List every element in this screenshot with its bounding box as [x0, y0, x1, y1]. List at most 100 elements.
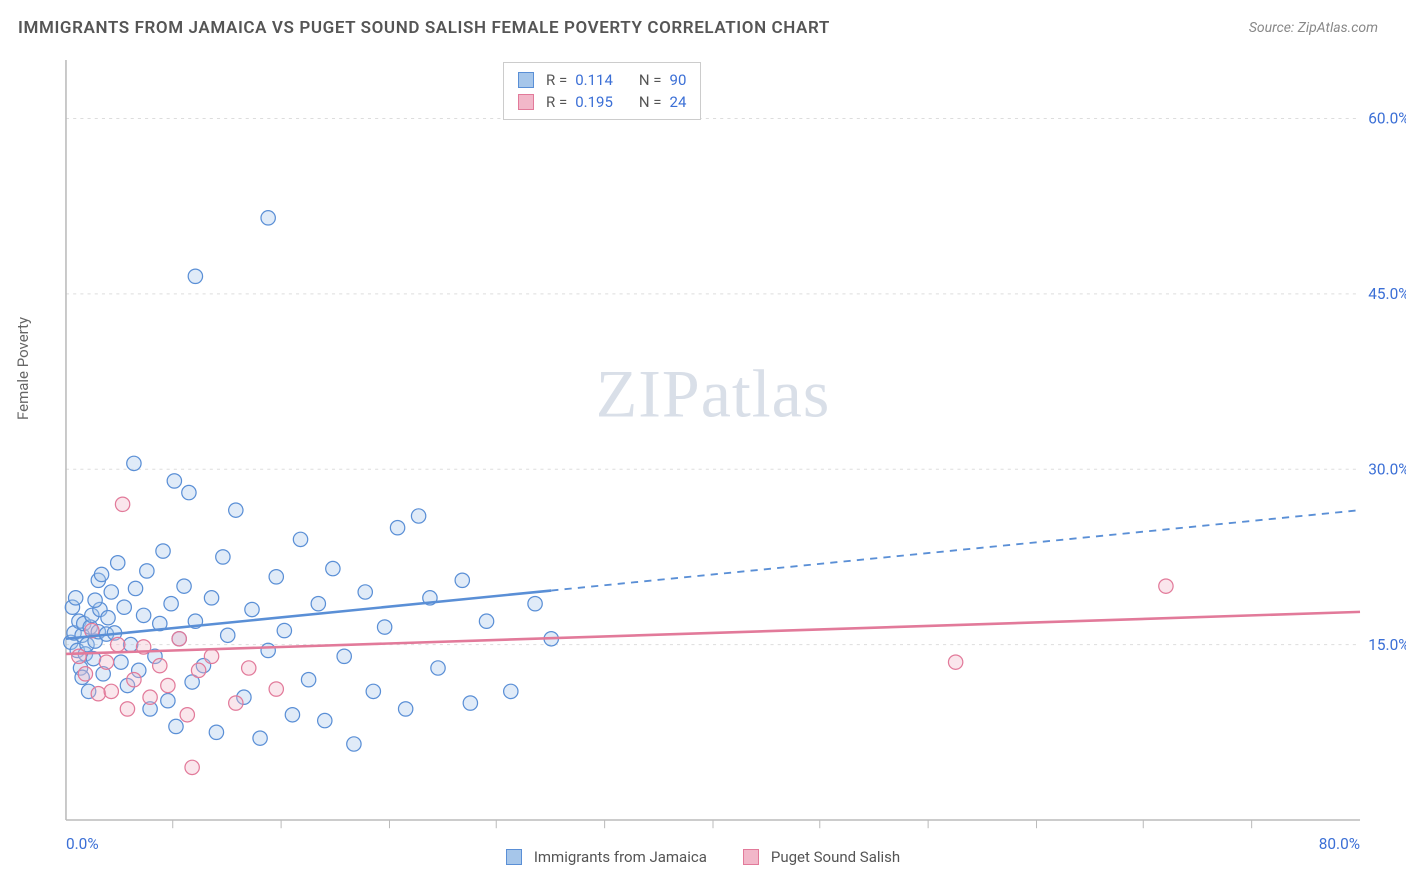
- data-point: [169, 719, 183, 733]
- legend-series: Immigrants from Jamaica Puget Sound Sali…: [0, 848, 1406, 866]
- data-point: [72, 649, 86, 663]
- data-point: [114, 655, 128, 669]
- chart-area: ZIPatlas 15.0%30.0%45.0%60.0%0.0%80.0% R…: [48, 60, 1378, 820]
- data-point: [68, 591, 82, 605]
- data-point: [188, 269, 202, 283]
- legend-item: Immigrants from Jamaica: [506, 848, 707, 866]
- data-point: [204, 591, 218, 605]
- data-point: [311, 597, 325, 611]
- data-point: [269, 570, 283, 584]
- data-point: [528, 597, 542, 611]
- data-point: [431, 661, 445, 675]
- data-point: [216, 550, 230, 564]
- y-tick-label: 30.0%: [1368, 460, 1406, 478]
- data-point: [1159, 579, 1173, 593]
- n-label: N =: [639, 69, 662, 91]
- data-point: [117, 600, 131, 614]
- data-point: [337, 649, 351, 663]
- chart-title: IMMIGRANTS FROM JAMAICA VS PUGET SOUND S…: [18, 18, 830, 38]
- n-value: 90: [670, 69, 687, 91]
- data-point: [88, 593, 102, 607]
- data-point: [398, 702, 412, 716]
- data-point: [177, 579, 191, 593]
- r-value: 0.114: [575, 69, 613, 91]
- data-point: [99, 655, 113, 669]
- legend-swatch: [743, 849, 759, 865]
- data-point: [185, 760, 199, 774]
- data-point: [161, 694, 175, 708]
- data-point: [377, 620, 391, 634]
- legend-stat-row: R = 0.195 N = 24: [518, 91, 686, 113]
- data-point: [191, 663, 205, 677]
- y-axis-label: Female Poverty: [14, 317, 32, 420]
- data-point: [167, 474, 181, 488]
- data-point: [261, 643, 275, 657]
- data-point: [242, 661, 256, 675]
- y-tick-label: 15.0%: [1368, 636, 1406, 654]
- scatter-plot: 15.0%30.0%45.0%60.0%0.0%80.0%: [48, 60, 1378, 820]
- data-point: [463, 696, 477, 710]
- data-point: [411, 509, 425, 523]
- data-point: [221, 628, 235, 642]
- data-point: [128, 581, 142, 595]
- data-point: [153, 658, 167, 672]
- n-label: N =: [639, 91, 662, 113]
- data-point: [285, 708, 299, 722]
- data-point: [104, 585, 118, 599]
- y-tick-label: 60.0%: [1368, 110, 1406, 128]
- data-point: [261, 211, 275, 225]
- r-value: 0.195: [575, 91, 613, 113]
- data-point: [161, 678, 175, 692]
- data-point: [347, 737, 361, 751]
- y-tick-label: 45.0%: [1368, 285, 1406, 303]
- legend-swatch: [518, 94, 534, 110]
- data-point: [182, 485, 196, 499]
- data-point: [269, 682, 283, 696]
- data-point: [318, 713, 332, 727]
- data-point: [366, 684, 380, 698]
- regression-line-dashed: [551, 510, 1360, 590]
- data-point: [156, 544, 170, 558]
- n-value: 24: [670, 91, 687, 113]
- legend-item: Puget Sound Salish: [743, 848, 900, 866]
- data-point: [164, 597, 178, 611]
- data-point: [301, 673, 315, 687]
- r-label: R =: [546, 91, 567, 113]
- data-point: [479, 614, 493, 628]
- data-point: [115, 497, 129, 511]
- legend-swatch: [506, 849, 522, 865]
- data-point: [358, 585, 372, 599]
- chart-header: IMMIGRANTS FROM JAMAICA VS PUGET SOUND S…: [0, 0, 1406, 48]
- legend-stats: R = 0.114 N = 90 R = 0.195 N = 24: [503, 62, 701, 120]
- legend-label: Puget Sound Salish: [771, 848, 900, 866]
- source-label: Source: ZipAtlas.com: [1249, 20, 1378, 36]
- data-point: [143, 690, 157, 704]
- data-point: [172, 632, 186, 646]
- data-point: [127, 456, 141, 470]
- r-label: R =: [546, 69, 567, 91]
- data-point: [245, 602, 259, 616]
- data-point: [91, 687, 105, 701]
- data-point: [123, 637, 137, 651]
- data-point: [229, 696, 243, 710]
- data-point: [140, 564, 154, 578]
- data-point: [948, 655, 962, 669]
- data-point: [104, 684, 118, 698]
- data-point: [127, 673, 141, 687]
- data-point: [111, 556, 125, 570]
- data-point: [253, 731, 267, 745]
- data-point: [204, 649, 218, 663]
- legend-label: Immigrants from Jamaica: [534, 848, 707, 866]
- data-point: [277, 623, 291, 637]
- data-point: [120, 702, 134, 716]
- data-point: [390, 521, 404, 535]
- data-point: [136, 608, 150, 622]
- data-point: [111, 637, 125, 651]
- data-point: [101, 611, 115, 625]
- data-point: [94, 567, 108, 581]
- data-point: [455, 573, 469, 587]
- legend-swatch: [518, 72, 534, 88]
- data-point: [293, 532, 307, 546]
- data-point: [78, 667, 92, 681]
- legend-stat-row: R = 0.114 N = 90: [518, 69, 686, 91]
